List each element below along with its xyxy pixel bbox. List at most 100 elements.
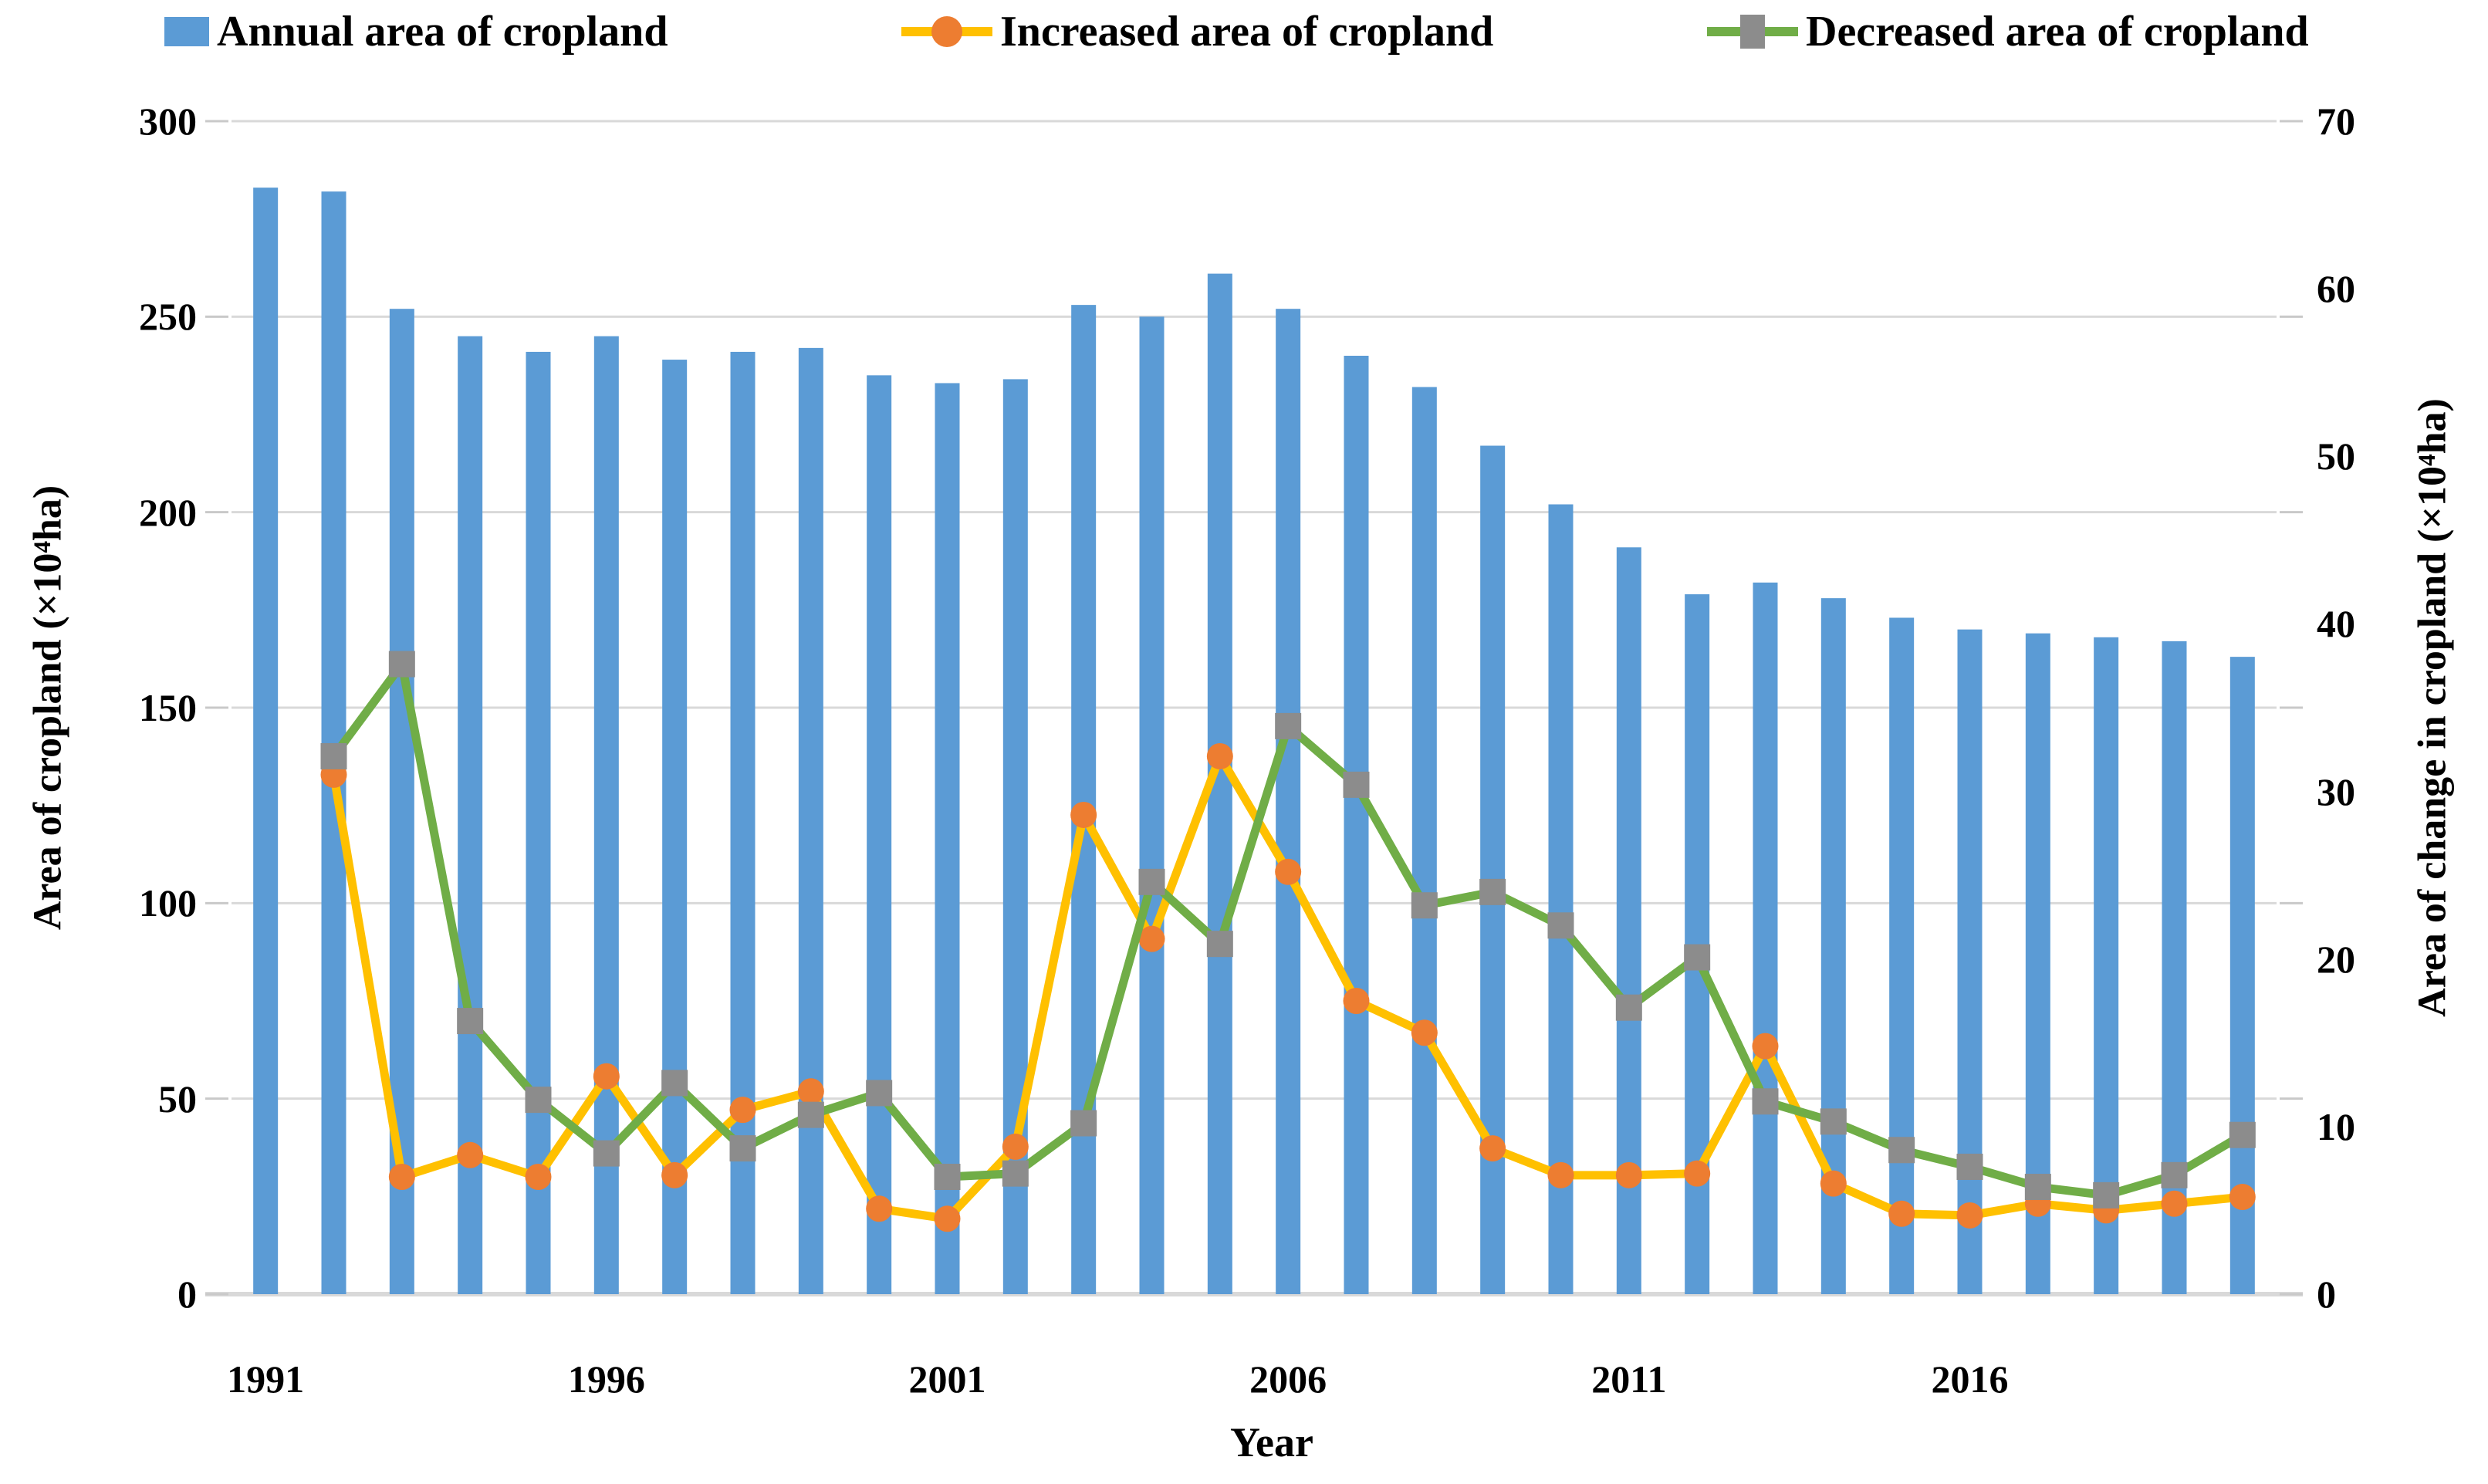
x-tick-2011: 2011 <box>1591 1357 1667 1401</box>
square-marker-2005 <box>1206 931 1233 958</box>
circle-marker-1993 <box>388 1164 415 1190</box>
legend-label: Annual area of cropland <box>217 8 668 56</box>
circle-marker-2009 <box>1479 1135 1506 1162</box>
square-marker-1994 <box>457 1008 484 1035</box>
circle-marker-1996 <box>593 1063 620 1090</box>
y-right-tick-30: 30 <box>2317 769 2355 813</box>
bar-2000 <box>867 375 892 1294</box>
circle-marker-1994 <box>457 1141 484 1168</box>
y-left-tick-300: 300 <box>139 100 197 143</box>
y-left-tick-labels: 300 250 200 150 100 50 0 <box>46 100 197 1316</box>
square-marker-2014 <box>1820 1108 1847 1135</box>
legend-entry-annual-area: Annual area of cropland <box>164 6 668 57</box>
legend-entry-decreased-area: Decreased area of cropland <box>1707 6 2309 57</box>
line-circle-marker-icon <box>901 14 992 49</box>
circle-marker-2019 <box>2161 1190 2188 1217</box>
plot-area <box>205 120 2303 1296</box>
line-square-marker-icon <box>1707 14 1798 49</box>
square-marker-2017 <box>2024 1174 2051 1201</box>
square-marker-icon <box>1740 15 1765 49</box>
square-marker-1992 <box>320 742 347 769</box>
x-tick-2016: 2016 <box>1931 1357 2009 1401</box>
bar-2013 <box>1753 582 1778 1294</box>
square-marker-2011 <box>1615 994 1642 1021</box>
square-marker-2002 <box>1002 1160 1029 1187</box>
circle-marker-2004 <box>1138 925 1165 952</box>
legend-label: Decreased area of cropland <box>1806 8 2309 56</box>
circle-marker-1995 <box>525 1164 552 1190</box>
circle-marker-2000 <box>866 1195 893 1222</box>
x-tick-1991: 1991 <box>227 1357 305 1401</box>
square-marker-2004 <box>1138 868 1165 895</box>
bar-2007 <box>1344 356 1369 1294</box>
bar-2006 <box>1276 309 1301 1295</box>
x-tick-1996: 1996 <box>567 1357 645 1401</box>
y-right-tick-70: 70 <box>2317 100 2355 143</box>
legend: Annual area of cropland Increased area o… <box>0 6 2488 60</box>
square-marker-2016 <box>1956 1153 1983 1180</box>
y-right-tick-10: 10 <box>2317 1104 2355 1148</box>
bar-1991 <box>253 188 279 1295</box>
square-marker-2013 <box>1752 1088 1779 1115</box>
x-tick-2006: 2006 <box>1249 1357 1327 1401</box>
bar-2012 <box>1685 594 1710 1294</box>
circle-marker-1999 <box>797 1078 824 1105</box>
square-marker-2018 <box>2093 1181 2120 1208</box>
circle-marker-2008 <box>1411 1019 1438 1046</box>
square-marker-2020 <box>2229 1121 2256 1148</box>
y-left-tick-100: 100 <box>139 881 197 925</box>
bar-2008 <box>1411 387 1437 1294</box>
square-marker-2015 <box>1888 1137 1915 1164</box>
y-right-tick-60: 60 <box>2317 267 2355 311</box>
circle-marker-2003 <box>1070 801 1097 828</box>
bar-swatch-icon <box>164 17 209 46</box>
y-right-tick-50: 50 <box>2317 434 2355 478</box>
square-marker-2006 <box>1275 712 1302 739</box>
bar-1997 <box>662 360 688 1295</box>
bar-2003 <box>1071 305 1097 1295</box>
bar-1994 <box>458 336 483 1295</box>
square-marker-2008 <box>1411 892 1438 919</box>
y-right-tick-20: 20 <box>2317 937 2355 981</box>
square-marker-2003 <box>1070 1110 1097 1137</box>
y-left-tick-50: 50 <box>158 1077 197 1121</box>
circle-marker-2011 <box>1615 1161 1642 1188</box>
square-marker-1996 <box>593 1140 620 1167</box>
circle-marker-2010 <box>1547 1161 1574 1188</box>
y-right-tick-40: 40 <box>2317 602 2355 646</box>
y-right-tick-0: 0 <box>2317 1273 2336 1316</box>
square-marker-2009 <box>1479 878 1506 905</box>
y-left-tick-0: 0 <box>177 1273 197 1316</box>
circle-marker-2020 <box>2229 1184 2256 1211</box>
circle-marker-2013 <box>1752 1033 1779 1060</box>
square-marker-1997 <box>661 1070 688 1097</box>
square-marker-1999 <box>797 1101 824 1128</box>
circle-marker-2007 <box>1343 988 1370 1014</box>
square-marker-1995 <box>525 1087 552 1114</box>
square-marker-2001 <box>934 1164 961 1190</box>
x-axis-title: Year <box>1230 1419 1313 1465</box>
y-left-tick-200: 200 <box>139 490 197 534</box>
bar-2015 <box>1889 617 1915 1294</box>
y-left-tick-150: 150 <box>139 686 197 729</box>
square-marker-2012 <box>1684 944 1711 971</box>
circle-marker-2002 <box>1002 1133 1029 1160</box>
bar-2016 <box>1957 629 1983 1294</box>
square-marker-2007 <box>1343 771 1370 798</box>
circle-marker-1997 <box>661 1161 688 1188</box>
circle-marker-2001 <box>934 1205 961 1232</box>
circle-marker-1998 <box>729 1097 756 1124</box>
bar-2004 <box>1139 316 1165 1295</box>
y-left-tick-250: 250 <box>139 295 197 339</box>
x-tick-labels: 1991 1996 2001 2006 2011 2016 <box>227 1352 2277 1406</box>
square-marker-2019 <box>2161 1161 2188 1188</box>
bar-1995 <box>526 351 551 1294</box>
circle-marker-2012 <box>1684 1160 1711 1187</box>
bar-1996 <box>593 336 619 1295</box>
x-tick-2001: 2001 <box>908 1357 986 1401</box>
circle-marker-2006 <box>1275 858 1302 885</box>
circle-marker-2005 <box>1206 742 1233 769</box>
square-marker-2010 <box>1547 912 1574 939</box>
legend-entry-increased-area: Increased area of cropland <box>901 6 1493 57</box>
